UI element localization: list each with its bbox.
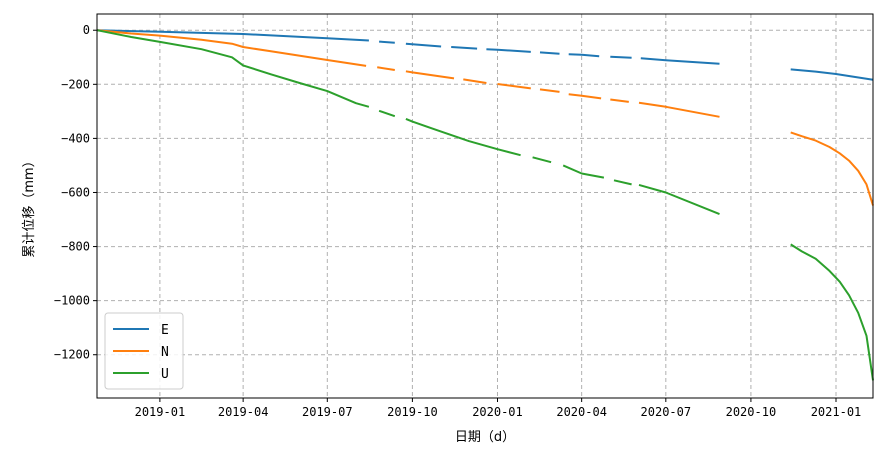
series-n-line bbox=[405, 70, 455, 80]
series-u-line bbox=[562, 164, 605, 179]
x-tick-label: 2021-01 bbox=[811, 405, 862, 419]
y-tick-label: −200 bbox=[61, 77, 90, 91]
y-axis-label: 累计位移（mm） bbox=[22, 154, 37, 257]
series-lines bbox=[96, 29, 874, 381]
series-n bbox=[96, 29, 874, 206]
legend-label-e: E bbox=[161, 323, 169, 338]
series-u-line bbox=[532, 156, 552, 164]
plot-frame bbox=[96, 13, 874, 399]
legend-label-u: U bbox=[161, 367, 169, 382]
series-u-line bbox=[790, 243, 874, 381]
x-tick-label: 2020-10 bbox=[726, 405, 777, 419]
series-n-line bbox=[638, 101, 720, 118]
y-tick-label: −1200 bbox=[54, 348, 90, 362]
x-tick-label: 2019-01 bbox=[135, 405, 186, 419]
x-axis-label: 日期（d） bbox=[455, 430, 515, 445]
series-e-line bbox=[405, 42, 442, 48]
x-tick-label: 2020-04 bbox=[556, 405, 607, 419]
y-tick-label: −1000 bbox=[54, 294, 90, 308]
series-n-line bbox=[96, 29, 367, 67]
series-e-line bbox=[610, 55, 632, 59]
series-u-line bbox=[638, 183, 720, 216]
series-n-line bbox=[377, 66, 395, 71]
series-u-line bbox=[613, 179, 632, 186]
series-e-line bbox=[790, 68, 874, 81]
series-n-line bbox=[610, 98, 629, 103]
series-u-line bbox=[405, 117, 521, 157]
x-tick-label: 2020-07 bbox=[641, 405, 692, 419]
series-n-line bbox=[539, 88, 560, 93]
series-n-line bbox=[463, 78, 487, 84]
y-tick-label: 0 bbox=[83, 23, 90, 37]
series-u-line bbox=[96, 29, 370, 108]
series-u-line bbox=[378, 109, 396, 118]
series-e bbox=[96, 29, 874, 81]
series-e-line bbox=[486, 48, 531, 53]
series-u bbox=[96, 29, 874, 381]
x-tick-label: 2019-10 bbox=[387, 405, 438, 419]
series-n-line bbox=[497, 83, 531, 90]
legend-label-n: N bbox=[161, 345, 169, 360]
series-e-line bbox=[640, 57, 720, 65]
y-tick-label: −400 bbox=[61, 131, 90, 145]
series-n-line bbox=[568, 93, 602, 100]
y-tick-label: −600 bbox=[61, 185, 90, 199]
x-axis: 2019-01 2019-04 2019-07 2019-10 2020-01 2020-… bbox=[135, 398, 862, 419]
series-e-line bbox=[379, 40, 395, 44]
x-tick-label: 2019-04 bbox=[218, 405, 269, 419]
series-e-line bbox=[451, 46, 478, 50]
series-e-line bbox=[539, 51, 560, 55]
x-tick-label: 2019-07 bbox=[302, 405, 353, 419]
x-tick-label: 2020-01 bbox=[472, 405, 523, 419]
series-e-line bbox=[96, 29, 369, 42]
y-tick-label: −800 bbox=[61, 240, 90, 254]
legend: ENU bbox=[104, 312, 184, 390]
grid bbox=[97, 14, 873, 398]
series-e-line bbox=[568, 53, 600, 58]
y-axis: 0 −200 −400 −600 −800 −1000 −1200 bbox=[54, 23, 97, 362]
series-n-line bbox=[790, 131, 874, 206]
